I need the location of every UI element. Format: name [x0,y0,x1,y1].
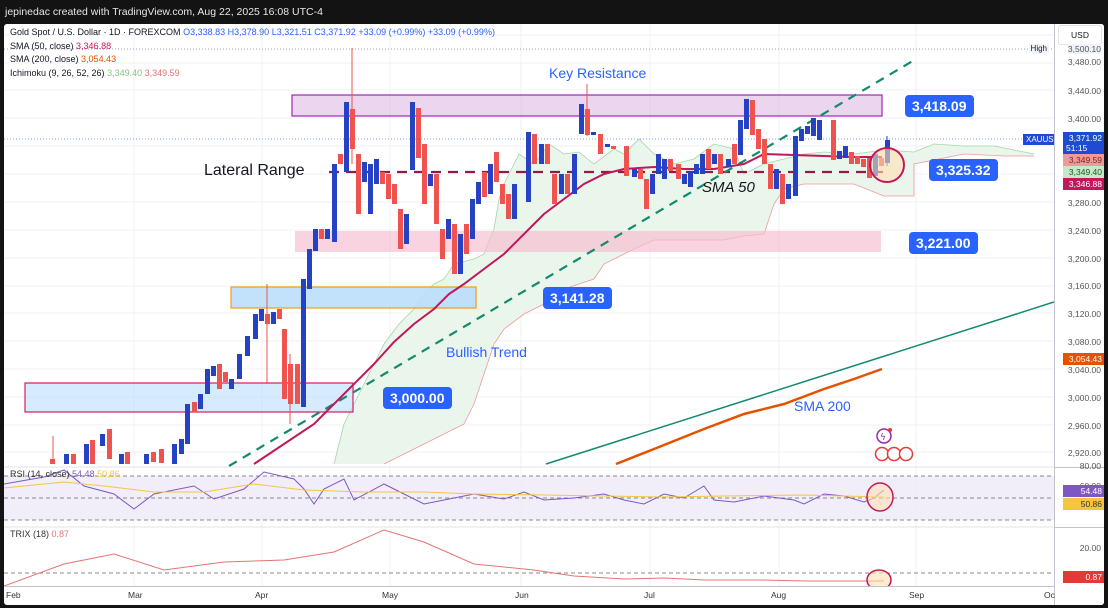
price-tick: 3,000.00 [1067,393,1101,403]
support-zone-3221[interactable] [295,231,881,252]
sma50-legend-value: 3,346.88 [76,40,112,51]
price-tick: 3,440.00 [1067,86,1101,96]
time-tick: Feb [6,590,21,600]
trix-badge: 0.87 [1063,571,1104,583]
high-value: 3,500.10 [1067,44,1101,54]
sma200-badge: 3,054.43 [1063,353,1104,365]
symbol-line-tag: XAUUSD [1023,134,1063,145]
high-value: H3,378.90 [227,27,270,37]
ichimoku-value-a: 3,349.40 [107,67,143,78]
price-tick: 3,280.00 [1067,198,1101,208]
price-tick: 3,400.00 [1067,114,1101,124]
trix-line [4,529,884,586]
time-tick: Jul [644,590,655,600]
support-zone-3141[interactable] [230,286,477,309]
time-axis[interactable]: Feb Mar Apr May Jun Jul Aug Sep Oc [4,586,1055,605]
rsi-ma-badge: 50.86 [1063,498,1104,510]
ichimoku-value-b: 3,349.59 [144,67,180,78]
rsi-line [4,469,885,510]
trix-tick: 20.00 [1079,543,1101,553]
us-flag-icon[interactable] [874,446,890,462]
trix-legend[interactable]: TRIX (18) 0.87 [10,529,69,539]
event-icon[interactable] [876,428,892,444]
price-tick: 3,200.00 [1067,254,1101,264]
price-tag-3141[interactable]: 3,141.28 [543,287,612,309]
price-tag-3418[interactable]: 3,418.09 [905,95,974,117]
candlesticks [50,48,890,464]
bullish-trend-label[interactable]: Bullish Trend [446,344,527,360]
time-tick: Oc [1044,590,1055,600]
time-tick: Sep [909,590,925,600]
rsi-ma-value: 50.86 [97,469,120,479]
low-value: L3,321.51 [271,27,312,37]
price-tick: 2,920.00 [1067,448,1101,458]
last-price: 3,371.92 [1068,133,1102,143]
open-value: O3,338.83 [183,27,226,37]
rsi-ma-line [4,481,885,498]
sma200-label[interactable]: SMA 200 [794,398,851,414]
trix-label: TRIX (18) [10,529,50,539]
bar-countdown: 51:15 [1066,143,1088,153]
price-tick: 3,240.00 [1067,226,1101,236]
price-axis[interactable]: USD High 3,500.10 3,480.00 3,440.00 3,40… [1028,24,1104,605]
rsi-legend[interactable]: RSI (14, close) 54.48 50.86 [10,469,120,479]
time-tick: Aug [771,590,787,600]
change-value: +33.09 (+0.99%) [358,27,426,37]
price-tick: 3,120.00 [1067,309,1101,319]
price-tick: 3,080.00 [1067,337,1101,347]
sma50-line[interactable] [253,152,882,465]
change-value-2: +33.09 (+0.99%) [427,27,495,37]
sma200-line[interactable] [615,367,883,466]
trix-value: 0.87 [51,529,70,539]
high-label: High [1028,44,1049,53]
sma200-legend[interactable]: SMA (200, close) [10,54,79,64]
price-tick: 3,040.00 [1067,365,1101,375]
price-tag-3325[interactable]: 3,325.32 [929,159,998,181]
us-flag-icon[interactable] [898,446,914,462]
close-value: C3,371.92 [314,27,356,37]
price-chart-canvas[interactable]: ϟ [4,24,1054,586]
time-tick: May [382,590,399,600]
price-tick: 3,160.00 [1067,281,1101,291]
sma50-legend[interactable]: SMA (50, close) [10,40,74,51]
currency-button[interactable]: USD [1058,25,1102,45]
chart-legend: Gold Spot / U.S. Dollar · 1D · FOREXCOM … [10,26,495,80]
symbol-title[interactable]: Gold Spot / U.S. Dollar · 1D · FOREXCOM [10,27,181,37]
sma50-label[interactable]: SMA 50 [702,179,755,196]
sma200-legend-value: 3,054.43 [81,54,117,64]
sma50-badge: 3,346.88 [1063,178,1104,190]
bullish-trendline[interactable] [228,58,917,467]
chart-frame: ϟ Gold Spot / U.S. Dollar · 1D · FOREXCO… [4,24,1104,605]
ichimoku-a-badge: 3,349.40 [1063,166,1104,178]
svg-text:ϟ: ϟ [880,433,886,443]
attribution-bar: jepinedac created with TradingView.com, … [0,0,1108,24]
key-resistance-label[interactable]: Key Resistance [549,65,647,81]
time-tick: Mar [128,590,143,600]
current-price-highlight [869,147,905,183]
ichimoku-b-badge: 3,349.59 [1063,154,1104,166]
attribution-text: jepinedac created with TradingView.com, … [5,6,323,18]
rsi-label: RSI (14, close) [10,469,70,479]
us-flag-icon[interactable] [886,446,902,462]
price-tick: 3,480.00 [1067,57,1101,67]
time-tick: Jun [515,590,529,600]
last-price-badge: 3,371.92 51:15 [1063,132,1104,154]
time-tick: Apr [255,590,269,600]
rsi-tick: 80.00 [1079,461,1101,471]
rsi-badge: 54.48 [1063,485,1104,497]
price-tick: 2,960.00 [1067,421,1101,431]
lateral-range-label[interactable]: Lateral Range [204,162,305,179]
rsi-value: 54.48 [72,469,95,479]
price-tag-3000[interactable]: 3,000.00 [383,387,452,409]
ichimoku-legend[interactable]: Ichimoku (9, 26, 52, 26) [10,67,105,78]
long-trendline[interactable] [545,301,1054,465]
price-tag-3221[interactable]: 3,221.00 [909,232,978,254]
